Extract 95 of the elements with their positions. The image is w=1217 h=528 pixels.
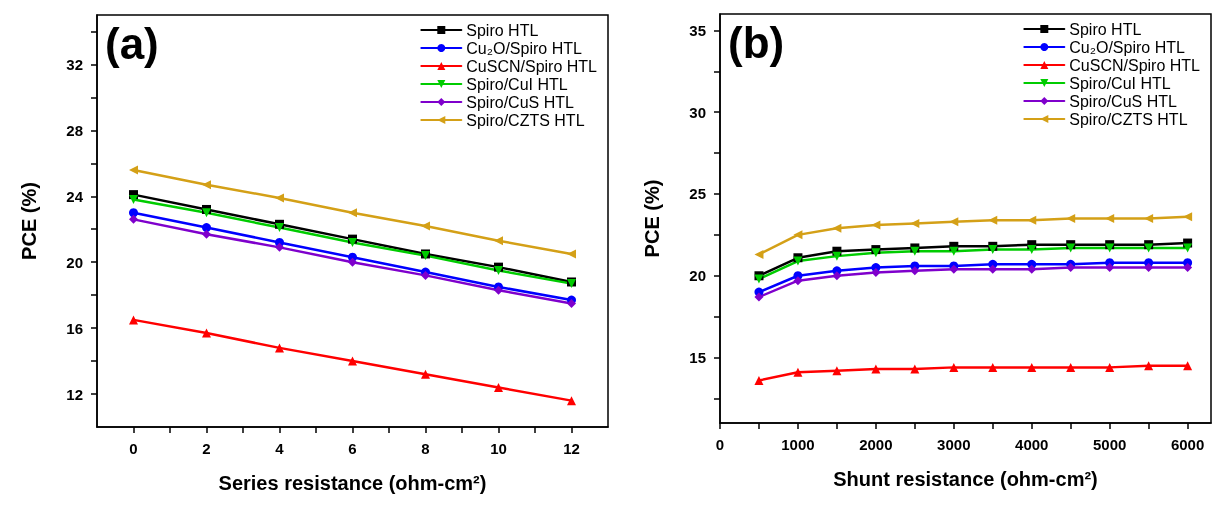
point <box>1105 263 1115 273</box>
legend-label: Cu₂O/Spiro HTL <box>1069 38 1185 56</box>
point <box>1183 243 1193 253</box>
x-tick-label: 4000 <box>1015 436 1049 453</box>
point <box>202 229 211 239</box>
x-tick-label: 2 <box>202 440 211 457</box>
x-tick-label: 5000 <box>1092 436 1127 453</box>
y-tick-label: 32 <box>66 55 83 73</box>
legend-label: Spiro/CZTS HTL <box>466 111 585 129</box>
point <box>1027 245 1037 255</box>
point <box>421 369 430 379</box>
point <box>910 364 920 374</box>
legend-label: Spiro/CZTS HTL <box>1069 110 1188 128</box>
point <box>1183 212 1193 222</box>
y-tick-label: 35 <box>689 21 706 39</box>
point <box>871 267 881 277</box>
legend-label: Spiro/CuS HTL <box>1069 92 1177 110</box>
annotation: (b) <box>728 17 785 67</box>
point <box>832 366 842 376</box>
point <box>793 276 803 286</box>
y-tick-label: 12 <box>66 385 83 403</box>
point <box>754 292 764 302</box>
x-tick-label: 3000 <box>937 436 971 453</box>
y-tick-label: 20 <box>689 267 706 285</box>
point <box>202 208 211 218</box>
point <box>754 249 764 259</box>
point <box>988 264 998 274</box>
point <box>129 195 138 205</box>
point <box>348 356 357 366</box>
x-tick-label: 10 <box>490 440 507 457</box>
point <box>1066 263 1076 273</box>
point <box>871 364 881 374</box>
y-tick-label: 25 <box>689 185 706 203</box>
legend-label: CuSCN/Spiro HTL <box>466 57 598 75</box>
legend-label: Spiro/CuI HTL <box>466 75 568 93</box>
point <box>1144 214 1154 223</box>
legend-label: Spiro/CuI HTL <box>1069 74 1171 92</box>
x-tick-label: 12 <box>563 440 580 457</box>
point <box>348 257 357 267</box>
legend-label: Cu₂O/Spiro HTL <box>466 39 582 57</box>
x-tick-label: 6000 <box>1170 436 1205 453</box>
point <box>275 223 284 233</box>
y-tick-label: 30 <box>689 103 706 121</box>
legend-label: CuSCN/Spiro HTL <box>1069 56 1201 74</box>
x-tick-label: 0 <box>129 440 138 457</box>
point <box>1027 264 1037 274</box>
y-axis-title: PCE (%) <box>641 179 663 258</box>
point <box>129 165 138 175</box>
point <box>754 375 764 385</box>
point <box>988 362 998 372</box>
point <box>202 328 211 338</box>
point <box>832 271 842 281</box>
point <box>421 221 430 231</box>
y-axis-title: PCE (%) <box>18 182 40 260</box>
point <box>494 236 503 246</box>
point <box>1027 362 1037 372</box>
point <box>1183 361 1193 371</box>
y-tick-label: 16 <box>66 319 83 337</box>
point <box>949 362 959 372</box>
x-axis-title: Shunt resistance (ohm-cm²) <box>833 468 1098 490</box>
x-tick-label: 0 <box>715 436 725 453</box>
x-tick-label: 1000 <box>781 436 815 453</box>
y-tick-label: 24 <box>66 187 84 205</box>
legend-label: Spiro HTL <box>466 21 539 39</box>
y-tick-label: 15 <box>689 349 706 367</box>
x-axis-title: Series resistance (ohm-cm²) <box>218 472 487 494</box>
point <box>494 382 503 392</box>
point <box>910 266 920 276</box>
x-tick-label: 8 <box>421 440 430 457</box>
x-tick-label: 2000 <box>859 436 893 453</box>
point <box>988 245 998 255</box>
point <box>275 343 284 353</box>
point <box>202 223 211 233</box>
point <box>202 180 211 190</box>
point <box>129 214 138 224</box>
point <box>129 315 138 325</box>
point <box>793 367 803 377</box>
point <box>129 208 138 218</box>
point <box>1066 214 1076 223</box>
x-tick-label: 6 <box>348 440 357 457</box>
legend-label: Spiro HTL <box>1069 20 1142 38</box>
x-tick-label: 4 <box>275 440 285 457</box>
point <box>1105 214 1115 223</box>
annotation: (a) <box>105 18 159 68</box>
point <box>1066 362 1076 372</box>
point <box>567 249 576 259</box>
legend-label: Spiro/CuS HTL <box>466 93 574 111</box>
point <box>275 242 284 252</box>
y-tick-label: 28 <box>66 121 83 139</box>
point <box>1105 362 1115 372</box>
point <box>567 396 576 406</box>
y-tick-label: 20 <box>66 253 83 271</box>
point <box>275 193 284 203</box>
point <box>1183 263 1193 273</box>
point <box>1144 263 1154 273</box>
